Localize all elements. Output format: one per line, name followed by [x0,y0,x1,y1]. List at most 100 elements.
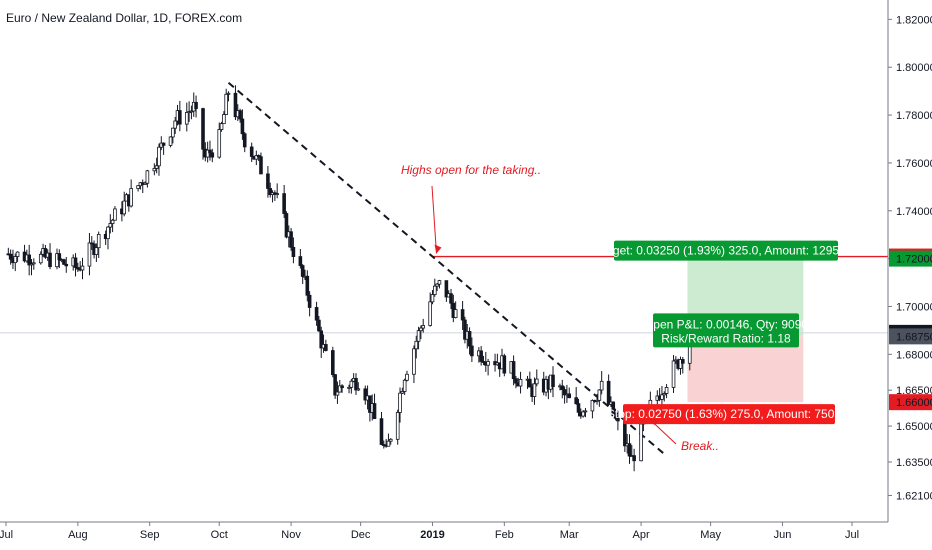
candle-body [463,319,467,340]
stop-label-bg [623,404,835,425]
candle-body [317,319,321,332]
candle-body [687,344,692,364]
time-tick-label: Jul [0,529,13,541]
candle-body [337,385,342,393]
candle-body [623,420,627,447]
candle-body [331,350,335,375]
candle-body [662,393,667,396]
price-tick-label: 1.65000 [896,421,932,433]
price-tick-label: 1.78000 [896,110,932,122]
candle-body [632,455,636,462]
candle-body [136,185,140,189]
candle-body [606,380,611,405]
candle-body [678,359,683,369]
candle-body [145,170,150,184]
candle-body [189,110,194,113]
candle-body [437,280,442,285]
candle-body [48,252,52,268]
candle-body [435,283,439,287]
candle-body [398,392,402,413]
candle-body [143,182,147,185]
candle-body [122,200,127,215]
candle-body [152,168,157,172]
candle-body [518,379,523,387]
candle-body [256,155,261,158]
annotation-highs-arrow [431,185,437,254]
candle-body [347,386,351,389]
candle-body [222,114,226,125]
candle-body [388,438,393,442]
candle-body [173,120,178,129]
price-tick-label: 1.82000 [896,14,932,26]
candle-body [354,378,358,391]
time-tick-label: Feb [495,529,514,541]
annotation-highs-text: Highs open for the taking.. [401,163,541,177]
target-label: Target: 0.03250 (1.93%) 325.0, Amount: 1… [596,240,856,261]
annotation-break-arrowhead [649,419,659,426]
time-tick-label: May [700,529,721,541]
chart-title: Euro / New Zealand Dollar, 1D, FOREX.com [6,11,243,25]
time-tick-label: 2019 [420,529,444,541]
candle-body [595,399,599,402]
candle-body [157,146,161,167]
candle-body [324,344,328,351]
candle-body [240,118,245,135]
time-tick-label: Apr [633,529,650,541]
candle-body [89,242,94,245]
candle-body [259,156,263,175]
candle-body [233,92,238,118]
candle-body [106,226,110,240]
candle-body [319,330,324,349]
candle-body [402,379,407,392]
price-badge-label: 1.68750 [896,331,932,343]
annotations: Highs open for the taking.. Break.. [401,163,719,453]
candle-body [534,378,539,385]
candle-body [268,188,273,195]
candle-body [249,146,254,157]
candle-body [224,93,228,115]
candle-body [511,361,516,380]
stop-label: Stop: 0.02750 (1.63%) 275.0, Amount: 750… [607,404,851,425]
candle-body [168,136,173,146]
candle-body [560,385,565,390]
candle-body [184,111,189,125]
candle-body [449,293,453,304]
candle-body [467,331,472,347]
candle-body [660,394,664,400]
candle-body [8,253,13,260]
candle-body [29,263,34,266]
candle-body [64,263,69,267]
price-tick-label: 1.62100 [896,490,932,502]
candle-body [226,92,231,95]
candle-body [416,330,421,342]
position-labels: Target: 0.03250 (1.93%) 325.0, Amount: 1… [596,240,856,425]
candle-body [108,223,113,228]
candle-body [611,401,616,417]
candles [6,85,697,472]
candle-body [38,253,43,264]
candle-body [87,242,92,267]
price-tick-label: 1.76000 [896,158,932,170]
candle-body [129,188,133,207]
candle-body [432,285,437,295]
candle-body [356,388,361,391]
candle-body [275,193,279,196]
candle-body [238,110,242,120]
candle-body [502,355,507,374]
candle-body [428,301,432,326]
candle-body [15,251,20,257]
candle-body [194,101,198,109]
time-tick-label: Oct [211,529,228,541]
target-label-bg [614,240,838,261]
candle-body [210,152,215,158]
candle-body [217,129,222,158]
time-tick-label: Jul [845,529,859,541]
price-badge [889,328,932,345]
time-tick-label: Sep [140,529,160,541]
price-tick-label: 1.63500 [896,457,932,469]
candle-body [444,280,449,298]
candle-body [80,265,85,271]
